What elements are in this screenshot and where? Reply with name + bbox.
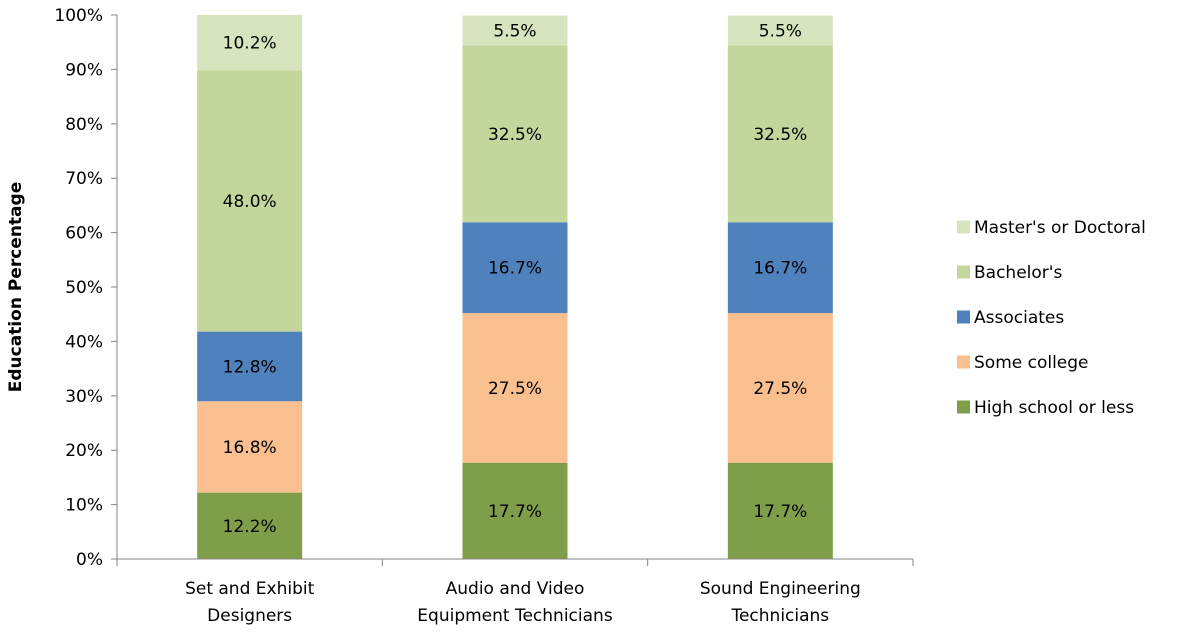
data-labels-group: 12.2% 16.8% 12.8% 48.0% 10.2% 17.7% 27.5% 16.7%…	[223, 22, 808, 537]
bar-segment	[462, 313, 568, 463]
data-label: 32.5%	[753, 125, 807, 145]
legend-label: High school or less	[974, 398, 1134, 418]
bar-segment	[727, 45, 833, 223]
y-tick-label: 20%	[65, 441, 103, 461]
data-label: 10.2%	[223, 34, 277, 54]
legend-label: Bachelor's	[974, 263, 1062, 283]
data-label: 32.5%	[488, 125, 542, 145]
data-label: 48.0%	[223, 192, 277, 212]
bar-segment	[197, 70, 303, 332]
data-label: 16.7%	[753, 259, 807, 279]
bar-segment	[462, 222, 568, 314]
x-category-label: Sound Engineering Technicians	[700, 579, 861, 626]
y-tick-label: 90%	[65, 60, 103, 80]
y-axis-title: Education Percentage	[6, 182, 26, 392]
data-label: 16.7%	[488, 259, 542, 279]
y-tick-label: 30%	[65, 387, 103, 407]
data-label: 5.5%	[493, 22, 536, 42]
axes-group: 0% 10% 20% 30% 40% 50% 60% 70% 80% 90% 100% Set and…	[54, 6, 914, 626]
y-tick-label: 60%	[65, 224, 103, 244]
data-label: 17.7%	[753, 502, 807, 522]
legend-label: Master's or Doctoral	[974, 218, 1146, 238]
x-category-label: Set and Exhibit Designers	[185, 579, 315, 626]
legend: Master's or Doctoral Bachelor's Associates…	[957, 218, 1146, 418]
legend-swatch	[957, 310, 970, 324]
bar-segment	[727, 313, 833, 463]
bar-segment	[197, 401, 303, 493]
bars-group	[197, 15, 833, 559]
legend-swatch	[957, 400, 970, 414]
bar-segment	[197, 331, 303, 402]
y-tick-label: 40%	[65, 332, 103, 352]
y-tick-label: 80%	[65, 115, 103, 135]
y-tick-label: 70%	[65, 169, 103, 189]
x-category-label: Audio and Video Equipment Technicians	[417, 579, 613, 626]
bar-segment	[462, 462, 568, 559]
data-label: 17.7%	[488, 502, 542, 522]
data-label: 27.5%	[753, 379, 807, 399]
y-tick-label: 50%	[65, 278, 103, 298]
bar-segment	[727, 462, 833, 559]
legend-swatch	[957, 355, 970, 369]
bar-segment	[727, 222, 833, 314]
data-label: 5.5%	[759, 22, 802, 42]
data-label: 12.8%	[223, 357, 277, 377]
bar-segment	[197, 15, 303, 71]
legend-label: Associates	[974, 308, 1064, 328]
bar-segment	[197, 492, 303, 559]
y-tick-label: 0%	[76, 550, 103, 570]
legend-swatch	[957, 220, 970, 234]
bar-segment	[727, 15, 833, 46]
data-label: 12.2%	[223, 517, 277, 537]
data-label: 27.5%	[488, 379, 542, 399]
bar-segment	[462, 45, 568, 223]
bar-segment	[462, 15, 568, 46]
legend-swatch	[957, 265, 970, 279]
data-label: 16.8%	[223, 438, 277, 458]
legend-label: Some college	[974, 353, 1089, 373]
y-tick-label: 100%	[54, 6, 103, 26]
y-tick-label: 10%	[65, 496, 103, 516]
